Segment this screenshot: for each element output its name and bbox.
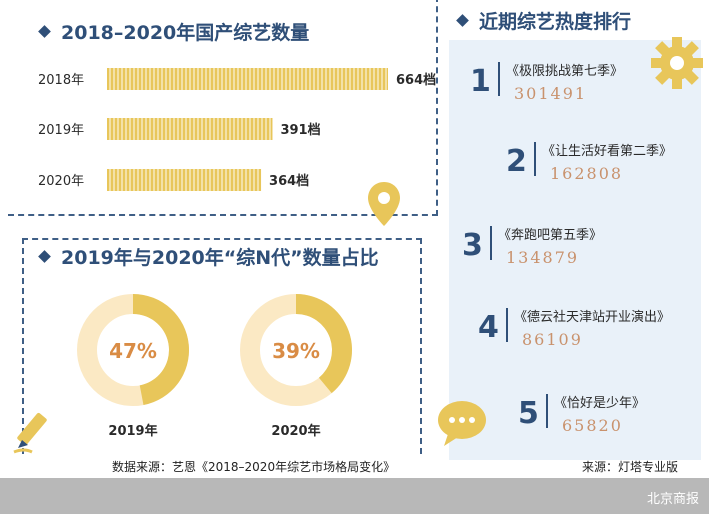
speech-bubble-icon [438, 401, 486, 446]
rank-divider [506, 308, 508, 342]
rank-show-title: 《恰好是少年》 [554, 396, 646, 411]
bar-category-label: 2020年 [38, 174, 84, 189]
rank-number: 4 [478, 310, 499, 345]
footer-bar: 北京商报 [0, 478, 709, 514]
donut-value-label: 47% [109, 339, 157, 363]
ranking-source-note: 来源：灯塔专业版 [582, 460, 679, 474]
location-pin-icon [368, 182, 400, 226]
rank-number: 5 [518, 396, 539, 431]
donut-category-label: 2020年 [271, 423, 320, 439]
counts-section-title: 2018–2020年国产综艺数量 [38, 18, 309, 45]
rank-divider [534, 142, 536, 176]
data-source-note: 数据来源：艺恩《2018–2020年综艺市场格局变化》 [112, 460, 396, 474]
counts-frame [8, 0, 438, 216]
donut-slice [296, 294, 352, 394]
bar-value-label: 391档 [280, 122, 320, 138]
ratio-frame [22, 238, 422, 454]
rank-heat-value: 162808 [550, 164, 624, 183]
rank-divider [546, 394, 548, 428]
donut-slice [133, 294, 190, 406]
pencil-icon [13, 412, 47, 454]
rank-show-title: 《极限挑战第七季》 [506, 64, 624, 79]
ratio-section-title: 2019年与2020年“综N代”数量占比 [38, 243, 379, 270]
bar-value-label: 664档 [396, 72, 436, 88]
rank-divider [498, 62, 500, 96]
rank-number: 1 [470, 64, 491, 99]
rank-number: 2 [506, 144, 527, 179]
gear-icon [651, 37, 703, 89]
rank-heat-value: 65820 [562, 416, 623, 435]
donut-value-label: 39% [272, 339, 320, 363]
rank-number: 3 [462, 228, 483, 263]
bar-category-label: 2019年 [38, 123, 84, 138]
rank-heat-value: 134879 [506, 248, 580, 267]
ranking-section-title: 近期综艺热度排行 [456, 7, 631, 34]
donut-category-label: 2019年 [108, 423, 157, 439]
rank-heat-value: 301491 [514, 84, 588, 103]
bar-category-label: 2018年 [38, 73, 84, 88]
rank-heat-value: 86109 [522, 330, 583, 349]
rank-show-title: 《德云社天津站开业演出》 [514, 310, 671, 325]
bar-value-label: 364档 [269, 173, 309, 189]
brand-watermark: 北京商报 [646, 492, 699, 507]
rank-show-title: 《让生活好看第二季》 [542, 144, 673, 159]
rank-show-title: 《奔跑吧第五季》 [498, 228, 603, 243]
rank-divider [490, 226, 492, 260]
